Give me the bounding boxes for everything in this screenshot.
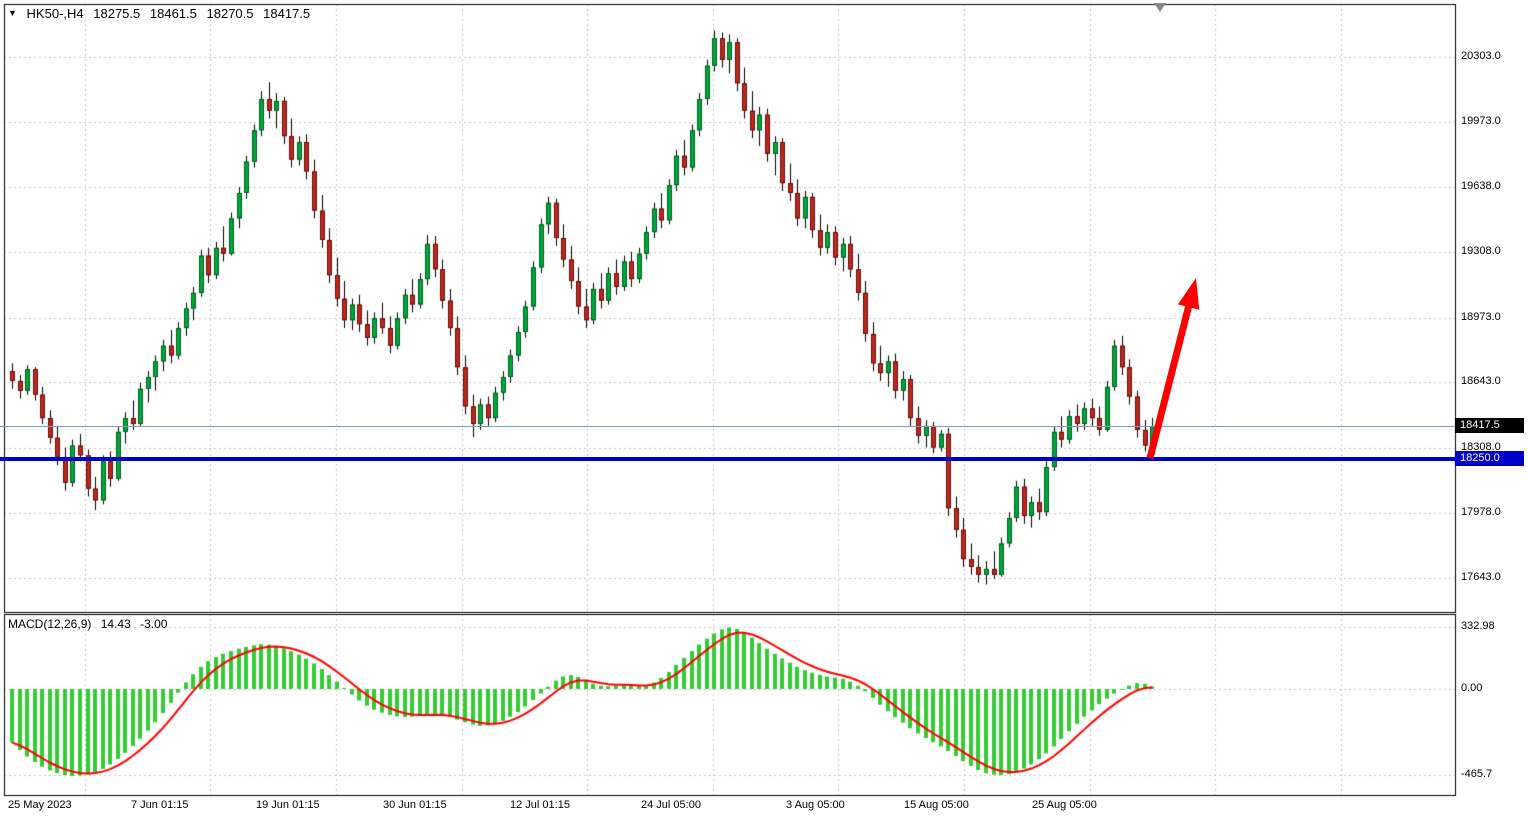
price-shift-marker-icon[interactable]	[1154, 3, 1166, 12]
price-axis-label: 19973.0	[1461, 114, 1501, 127]
current-price-line	[0, 426, 1455, 427]
time-axis-label: 12 Jul 01:15	[510, 799, 570, 811]
time-axis-label: 19 Jun 01:15	[256, 799, 320, 811]
time-axis-label: 3 Aug 05:00	[786, 799, 845, 811]
macd-name: MACD(12,26,9)	[8, 617, 92, 631]
macd-axis-label: 0.00	[1461, 682, 1483, 694]
macd-signal-value: -3.00	[140, 617, 168, 631]
price-axis[interactable]: 18417.5 18250.0 20303.0 19973.0 19638.0 193…	[1455, 0, 1528, 825]
price-axis-label: 18643.0	[1461, 375, 1501, 388]
time-axis-label: 25 Aug 05:00	[1032, 799, 1097, 811]
chart-header: ▼ HK50-,H4 18275.5 18461.5 18270.5 18417…	[8, 6, 316, 21]
time-axis[interactable]: 25 May 2023 7 Jun 01:15 19 Jun 01:15 30 Jun…	[0, 799, 1456, 821]
horizontal-line-annotation[interactable]	[0, 457, 1455, 462]
symbol-timeframe-label: HK50-,H4	[26, 6, 84, 21]
macd-axis-label: 332.98	[1461, 620, 1495, 633]
price-axis-label: 20303.0	[1461, 50, 1501, 63]
time-axis-label: 15 Aug 05:00	[904, 799, 969, 811]
ohlc-open-value: 18275.5	[93, 6, 141, 21]
macd-indicator-label: MACD(12,26,9) 14.43 -3.00	[8, 617, 173, 631]
ohlc-high-value: 18461.5	[149, 6, 197, 21]
symbol-dropdown-icon[interactable]: ▼	[8, 8, 17, 18]
time-axis-label: 30 Jun 01:15	[383, 799, 447, 811]
price-axis-label: 19638.0	[1461, 180, 1501, 193]
macd-main-value: 14.43	[100, 617, 131, 631]
price-axis-label: 17643.0	[1461, 571, 1501, 584]
time-axis-label: 24 Jul 05:00	[641, 799, 701, 811]
current-price-tag: 18417.5	[1455, 418, 1524, 434]
price-axis-label: 18973.0	[1461, 310, 1501, 323]
price-axis-label: 19308.0	[1461, 245, 1501, 258]
price-axis-label: 18308.0	[1461, 440, 1501, 453]
time-axis-label: 7 Jun 01:15	[131, 799, 189, 811]
trend-arrow-annotation[interactable]	[1128, 266, 1208, 466]
level-price-tag: 18250.0	[1455, 451, 1524, 467]
macd-axis-label: -465.7	[1461, 768, 1493, 781]
time-axis-label: 25 May 2023	[8, 799, 72, 811]
ohlc-close-value: 18417.5	[263, 6, 311, 21]
ohlc-low-value: 18270.5	[206, 6, 254, 21]
price-axis-label: 17978.0	[1461, 505, 1501, 518]
